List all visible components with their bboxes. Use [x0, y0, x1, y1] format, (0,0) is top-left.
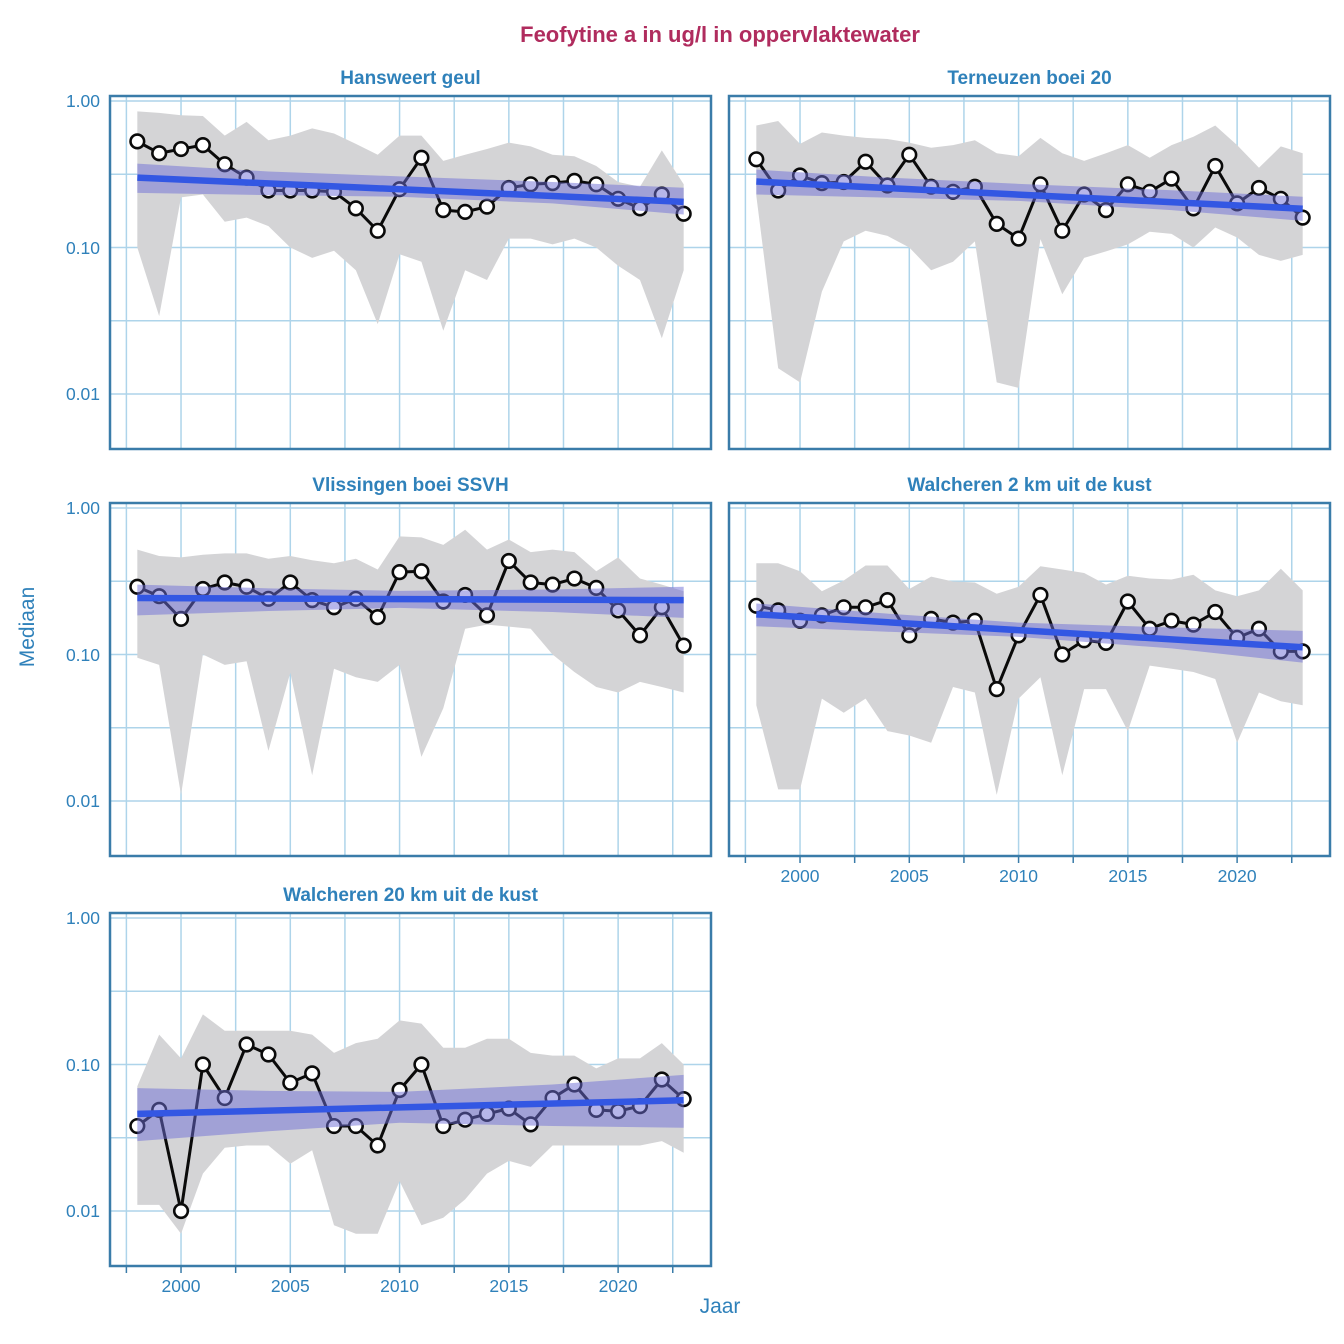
panel-border [108, 911, 713, 1268]
panel-walcheren-2-km-uit-de-kust [727, 501, 1332, 863]
y-tick-label: 0.10 [65, 644, 100, 665]
x-tick-label: 2020 [598, 1276, 638, 1296]
panel-walcheren-20-km-uit-de-kust [108, 911, 713, 1273]
y-tick-label: 0.10 [65, 1054, 100, 1075]
panel-border [727, 94, 1332, 451]
uncertainty-band [137, 111, 684, 339]
panel-title-walcheren-20km: Walcheren 20 km uit de kust [283, 885, 538, 906]
x-tick-label: 2010 [999, 866, 1039, 886]
x-tick-label: 2005 [270, 1276, 310, 1296]
y-tick-label: 0.10 [65, 237, 100, 258]
panel-border [727, 501, 1332, 858]
panel-title-walcheren-2km: Walcheren 2 km uit de kust [907, 475, 1152, 496]
panel-title-vlissingen-boei-ssvh: Vlissingen boei SSVH [312, 475, 509, 496]
trend-line [756, 611, 1303, 651]
y-tick-label: 1.00 [65, 908, 100, 928]
panel-title-hansweert-geul: Hansweert geul [340, 68, 481, 89]
x-tick-label: 2010 [380, 1276, 420, 1296]
trend-line [137, 594, 684, 604]
x-tick-label: 2020 [1217, 866, 1257, 886]
y-tick-label: 1.00 [65, 91, 100, 111]
panel-title-terneuzen-boei-20: Terneuzen boei 20 [947, 68, 1112, 89]
x-axis-label: Jaar [699, 1295, 741, 1318]
trend-line [756, 178, 1303, 212]
x-tick-label: 2000 [780, 866, 820, 886]
panel-border [108, 94, 713, 451]
panel-hansweert-geul [108, 94, 713, 451]
x-axis-ticks [744, 856, 1293, 863]
uncertainty-band [756, 563, 1303, 795]
panel-terneuzen-boei-20 [727, 94, 1332, 451]
y-tick-label: 0.01 [65, 1201, 100, 1221]
trend-line [137, 174, 684, 206]
x-tick-label: 2005 [889, 866, 929, 886]
x-tick-label: 2015 [489, 1276, 529, 1296]
uncertainty-band [137, 1014, 684, 1234]
trend-line [137, 1097, 684, 1118]
uncertainty-band [137, 529, 684, 795]
y-tick-label: 0.01 [65, 791, 100, 811]
x-tick-label: 2000 [161, 1276, 201, 1296]
panel-border [108, 501, 713, 858]
x-axis-ticks [125, 1266, 674, 1273]
y-tick-label: 1.00 [65, 498, 100, 518]
x-tick-label: 2015 [1108, 866, 1148, 886]
chart-title: Feofytine a in ug/l in oppervlaktewater [520, 22, 920, 47]
y-axis-label: Mediaan [16, 586, 39, 668]
panel-vlissingen-boei-ssvh [108, 501, 713, 858]
y-tick-label: 0.01 [65, 384, 100, 404]
